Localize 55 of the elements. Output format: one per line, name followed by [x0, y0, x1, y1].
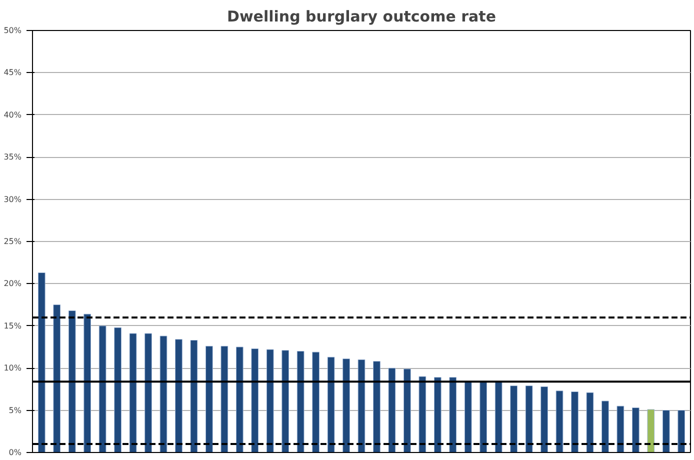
bar [510, 386, 518, 452]
bar [327, 356, 335, 452]
bar [144, 333, 152, 452]
y-tick-label: 10% [4, 364, 22, 373]
bar [388, 368, 396, 452]
chart-title: Dwelling burglary outcome rate [227, 8, 496, 26]
bar [312, 352, 320, 452]
bar [98, 326, 106, 452]
bar [129, 333, 137, 452]
bar [647, 409, 655, 452]
bar [160, 336, 168, 452]
y-tick-label: 45% [4, 68, 22, 78]
bar [632, 408, 640, 452]
bar [616, 406, 624, 452]
bar [206, 346, 213, 452]
bar [418, 376, 426, 452]
bar [220, 346, 228, 452]
bar [236, 346, 244, 452]
bar [114, 327, 122, 452]
y-tick-label: 30% [4, 194, 22, 204]
bar [296, 350, 304, 452]
bar [464, 381, 472, 452]
bar [53, 304, 61, 452]
bar [540, 386, 548, 452]
y-tick-label: 0% [8, 448, 22, 457]
y-tick-label: 5% [8, 406, 22, 415]
bar [190, 340, 198, 452]
bar [84, 314, 92, 452]
bar [480, 381, 488, 452]
bar [662, 410, 670, 452]
y-tick-label: 15% [4, 321, 22, 330]
bar [175, 339, 182, 452]
bar [494, 381, 502, 452]
bar [342, 358, 350, 452]
y-tick-label: 25% [4, 237, 22, 246]
y-tick-label: 40% [4, 110, 22, 120]
bar [571, 391, 578, 452]
bar [251, 348, 259, 452]
bar [586, 392, 594, 452]
bar [266, 349, 274, 452]
bar [556, 390, 564, 452]
y-tick-label: 35% [4, 152, 22, 162]
y-tick-label: 20% [4, 279, 22, 288]
bar [602, 400, 609, 452]
y-tick-label: 50% [4, 26, 22, 35]
bar [282, 350, 290, 452]
bar [434, 377, 442, 452]
bar [404, 368, 411, 452]
bar [525, 386, 533, 452]
bar [358, 359, 366, 452]
bar [38, 272, 46, 452]
bar [449, 377, 457, 452]
bar [68, 310, 76, 452]
bar [678, 410, 686, 452]
bar [373, 361, 380, 452]
